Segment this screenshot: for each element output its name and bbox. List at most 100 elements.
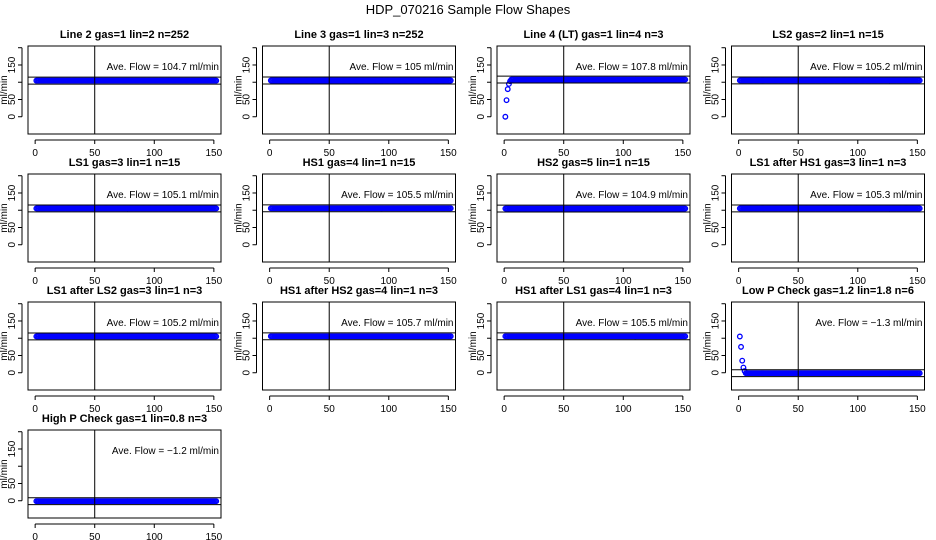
- y-tick-label: 0: [711, 114, 722, 120]
- plot-box: [262, 173, 456, 263]
- x-tick-label: 100: [380, 148, 397, 159]
- y-tick-label: 150: [711, 184, 722, 201]
- x-tick-label: 50: [558, 276, 570, 287]
- plot-box: [731, 301, 925, 391]
- x-tick-label: 0: [32, 404, 38, 415]
- x-tick-label: 150: [206, 276, 223, 287]
- y-tick-label: 0: [242, 114, 253, 120]
- data-point: [682, 205, 689, 212]
- x-tick-label: 100: [146, 276, 163, 287]
- y-tick-label: 150: [242, 56, 253, 73]
- y-tick-label: 0: [476, 370, 487, 376]
- data-point: [502, 113, 509, 120]
- data-point: [447, 333, 454, 340]
- panel-title: LS2 gas=2 lin=1 n=15: [772, 29, 884, 41]
- y-tick-label: 0: [711, 242, 722, 248]
- ave-flow-label: Ave. Flow = 105.5 ml/min: [576, 318, 688, 329]
- x-tick-label: 150: [675, 276, 692, 287]
- x-tick-label: 150: [675, 404, 692, 415]
- y-tick-label: 50: [242, 349, 253, 361]
- x-tick-label: 150: [206, 148, 223, 159]
- y-tick-label: 0: [242, 370, 253, 376]
- panel-title: Line 2 gas=1 lin=2 n=252: [60, 29, 189, 41]
- panel-title: Low P Check gas=1.2 lin=1.8 n=6: [742, 285, 914, 297]
- x-tick-label: 0: [32, 532, 38, 540]
- y-axis-label: ml/min: [703, 75, 714, 104]
- y-tick-label: 150: [242, 312, 253, 329]
- plot-box: [27, 173, 222, 263]
- ave-flow-label: Ave. Flow = 105 ml/min: [349, 62, 453, 73]
- data-point: [738, 343, 744, 350]
- x-tick-label: 0: [501, 276, 507, 287]
- plot-box: [27, 45, 222, 135]
- data-point: [916, 205, 923, 212]
- plot-box: [496, 173, 691, 263]
- y-tick-label: 0: [7, 498, 18, 504]
- data-point: [213, 333, 220, 340]
- data-point: [503, 97, 510, 104]
- panel: Line 3 gas=1 lin=3 n=252 Ave. Flow = 105 …: [234, 29, 458, 159]
- ave-flow-label: Ave. Flow = −1.2 ml/min: [112, 446, 219, 457]
- ave-flow-label: Ave. Flow = 105.1 ml/min: [107, 190, 219, 201]
- x-tick-label: 50: [324, 404, 336, 415]
- panel: HS2 gas=5 lin=1 n=15 Ave. Flow = 104.9 ml…: [468, 157, 692, 287]
- x-tick-label: 0: [501, 404, 507, 415]
- x-tick-label: 100: [615, 276, 632, 287]
- x-tick-label: 100: [146, 532, 163, 540]
- data-point: [916, 77, 923, 84]
- y-tick-label: 150: [7, 184, 18, 201]
- y-tick-label: 0: [476, 114, 487, 120]
- y-axis-label: ml/min: [0, 459, 10, 488]
- x-tick-label: 50: [89, 148, 101, 159]
- x-tick-label: 0: [736, 276, 742, 287]
- data-point: [682, 333, 689, 340]
- y-tick-label: 50: [476, 93, 487, 105]
- y-tick-label: 0: [7, 242, 18, 248]
- x-tick-label: 100: [849, 148, 866, 159]
- data-point: [213, 77, 220, 84]
- y-tick-label: 0: [476, 242, 487, 248]
- data-point: [505, 81, 512, 87]
- y-tick-label: 50: [7, 221, 18, 233]
- y-axis-label: ml/min: [234, 75, 245, 104]
- panel-title: HS1 after HS2 gas=4 lin=1 n=3: [280, 285, 438, 297]
- x-tick-label: 100: [146, 404, 163, 415]
- panel: Line 2 gas=1 lin=2 n=252 Ave. Flow = 104.…: [0, 29, 223, 159]
- panel: Low P Check gas=1.2 lin=1.8 n=6 Ave. Flow…: [703, 285, 927, 415]
- panel: LS1 after LS2 gas=3 lin=1 n=3 Ave. Flow =…: [0, 285, 223, 415]
- y-axis-label: ml/min: [0, 75, 10, 104]
- x-tick-label: 0: [32, 276, 38, 287]
- ave-flow-label: Ave. Flow = −1.3 ml/min: [815, 318, 922, 329]
- y-tick-label: 150: [711, 56, 722, 73]
- x-tick-label: 0: [501, 148, 507, 159]
- x-tick-label: 50: [793, 276, 805, 287]
- y-tick-label: 0: [7, 114, 18, 120]
- panel: High P Check gas=1 lin=0.8 n=3 Ave. Flow …: [0, 413, 223, 540]
- data-point: [447, 77, 454, 84]
- x-tick-label: 50: [324, 148, 336, 159]
- x-tick-label: 50: [793, 404, 805, 415]
- plot-box: [731, 45, 925, 135]
- x-tick-label: 150: [440, 148, 457, 159]
- y-axis-label: ml/min: [703, 331, 714, 360]
- data-point: [916, 370, 923, 377]
- x-tick-label: 150: [440, 404, 457, 415]
- x-tick-label: 100: [849, 276, 866, 287]
- x-tick-label: 100: [146, 148, 163, 159]
- ave-flow-label: Ave. Flow = 104.7 ml/min: [107, 62, 219, 73]
- panel: LS1 after HS1 gas=3 lin=1 n=3 Ave. Flow =…: [703, 157, 927, 287]
- y-tick-label: 150: [7, 56, 18, 73]
- y-tick-label: 150: [476, 184, 487, 201]
- y-tick-label: 150: [7, 312, 18, 329]
- y-tick-label: 50: [242, 93, 253, 105]
- x-tick-label: 50: [324, 276, 336, 287]
- x-tick-label: 0: [736, 148, 742, 159]
- y-axis-label: ml/min: [468, 331, 479, 360]
- x-tick-label: 50: [89, 404, 101, 415]
- panel: LS1 gas=3 lin=1 n=15 Ave. Flow = 105.1 ml…: [0, 157, 223, 287]
- ave-flow-label: Ave. Flow = 107.8 ml/min: [576, 62, 688, 73]
- y-axis-label: ml/min: [468, 75, 479, 104]
- plot-box: [27, 429, 222, 519]
- data-point: [682, 76, 689, 83]
